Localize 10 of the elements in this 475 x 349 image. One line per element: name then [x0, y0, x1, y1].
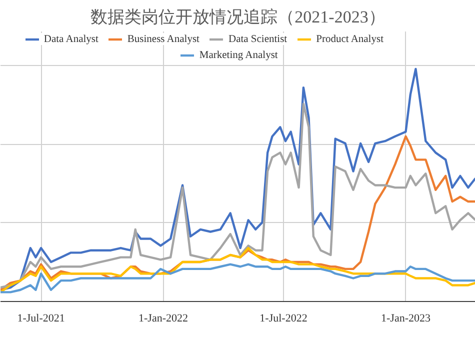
legend-label: Data Scientist: [228, 33, 288, 45]
chart-title: 数据类岗位开放情况追踪（2021-2023）: [90, 8, 386, 26]
x-tick-label: 1-Jan-2022: [138, 312, 188, 324]
legend-label: Product Analyst: [316, 33, 384, 45]
x-tick-label: 1-Jan-2023: [381, 312, 431, 324]
legend-label: Data Analyst: [44, 33, 98, 45]
x-tick-label: 1-Jul-2022: [260, 312, 308, 324]
legend-label: Marketing Analyst: [199, 49, 278, 61]
legend-label: Business Analyst: [127, 33, 200, 45]
x-tick-label: 1-Jul-2021: [17, 312, 65, 324]
